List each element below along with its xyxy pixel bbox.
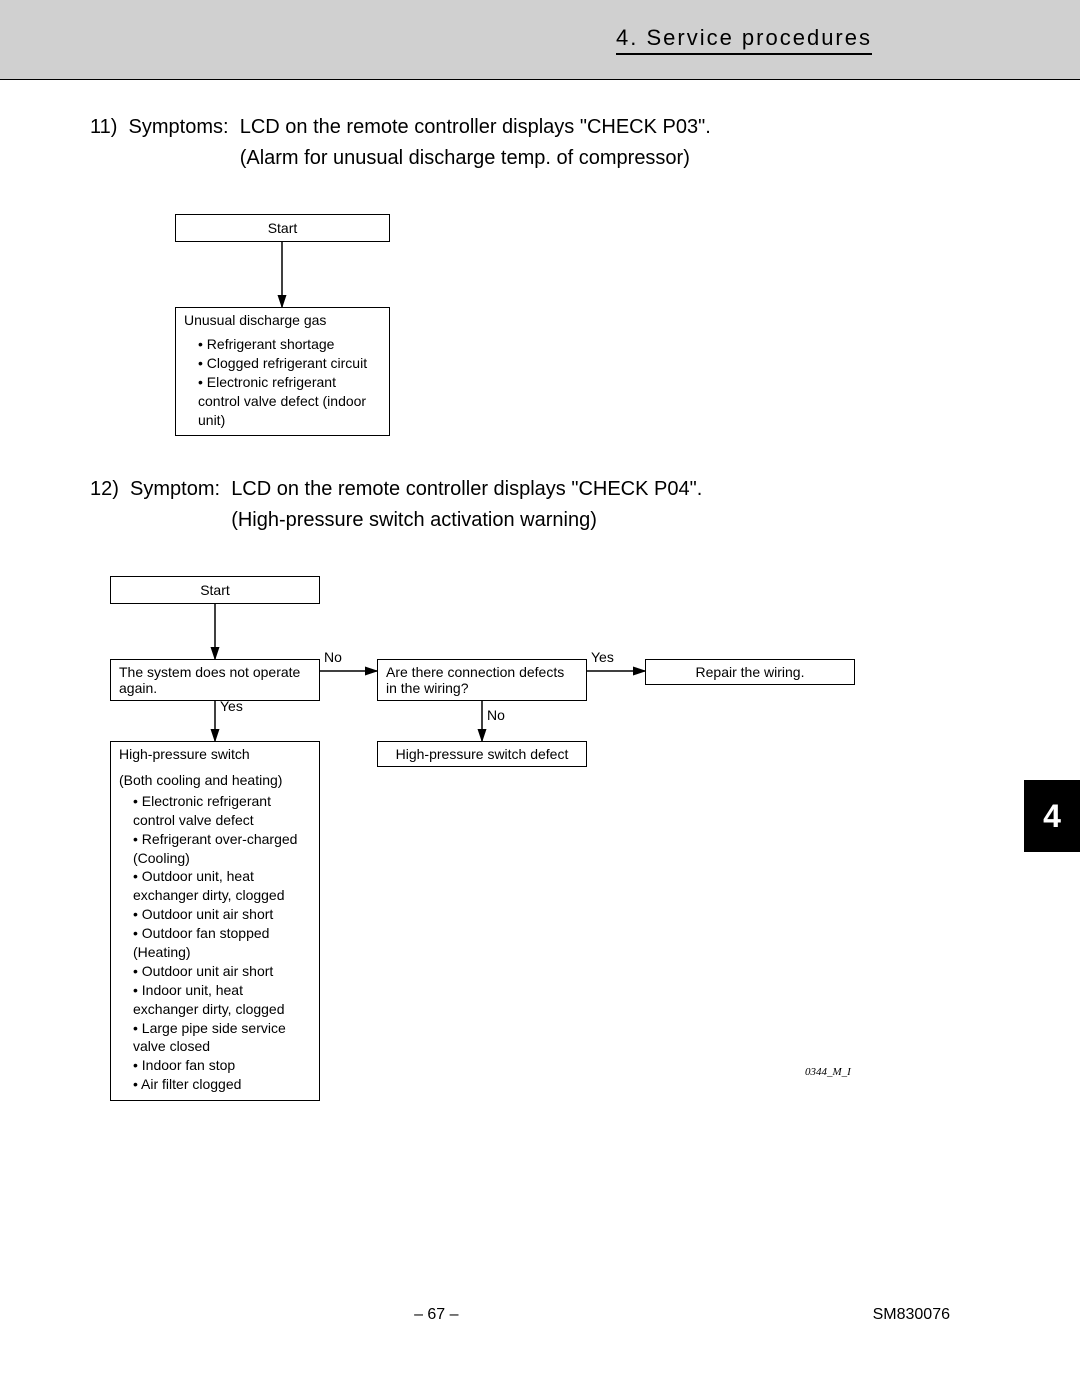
page-footer: – 67 – SM830076: [0, 1306, 1080, 1354]
section-11-line1: LCD on the remote controller displays "C…: [240, 116, 711, 138]
flowchart-p03: 0343_M_I StartUnusual discharge gas temp…: [90, 214, 970, 424]
flow-edge-label: Yes: [591, 649, 614, 665]
flow-edge-label: No: [324, 649, 342, 665]
flow-node: Repair the wiring.: [645, 659, 855, 685]
flow-node: Are there connection defects in the wiri…: [377, 659, 587, 701]
page-content: 11) Symptoms: LCD on the remote controll…: [0, 80, 1080, 1076]
page-header: 4. Service procedures: [0, 0, 1080, 80]
flow-node: High-pressure switch defect: [377, 741, 587, 767]
flow-node: Start: [175, 214, 390, 242]
section-11: 11) Symptoms: LCD on the remote controll…: [90, 112, 970, 424]
flow-edge-label: Yes: [220, 698, 243, 714]
section-12-line2: (High-pressure switch activation warning…: [231, 509, 597, 531]
figure-id-p04: 0344_M_I: [805, 1066, 851, 1078]
chapter-tab-number: 4: [1043, 798, 1061, 835]
page-number: – 67 –: [0, 1306, 873, 1324]
section-12-line1: LCD on the remote controller displays "C…: [231, 478, 702, 500]
flow-node: The system does not operate again.: [110, 659, 320, 701]
section-title: 4. Service procedures: [616, 25, 872, 55]
section-11-heading: 11) Symptoms: LCD on the remote controll…: [90, 112, 970, 174]
flow-list: Refrigerant shortageClogged refrigerant …: [175, 329, 390, 436]
flow-edge-label: No: [487, 707, 505, 723]
section-12-heading: 12) Symptom: LCD on the remote controlle…: [90, 474, 970, 536]
section-12-label: Symptom:: [130, 474, 220, 536]
section-12-number: 12): [90, 474, 119, 536]
flowchart-p04: 0344_M_I Start The system does not operat…: [90, 576, 970, 1076]
flow-node: Start: [110, 576, 320, 604]
section-11-line2: (Alarm for unusual discharge temp. of co…: [240, 147, 690, 169]
section-12: 12) Symptom: LCD on the remote controlle…: [90, 474, 970, 1076]
doc-id: SM830076: [873, 1306, 950, 1324]
section-11-label: Symptoms:: [129, 112, 229, 174]
section-11-number: 11): [90, 112, 117, 174]
flow-list: (Both cooling and heating)Electronic ref…: [110, 765, 320, 1101]
chapter-tab: 4: [1024, 780, 1080, 852]
